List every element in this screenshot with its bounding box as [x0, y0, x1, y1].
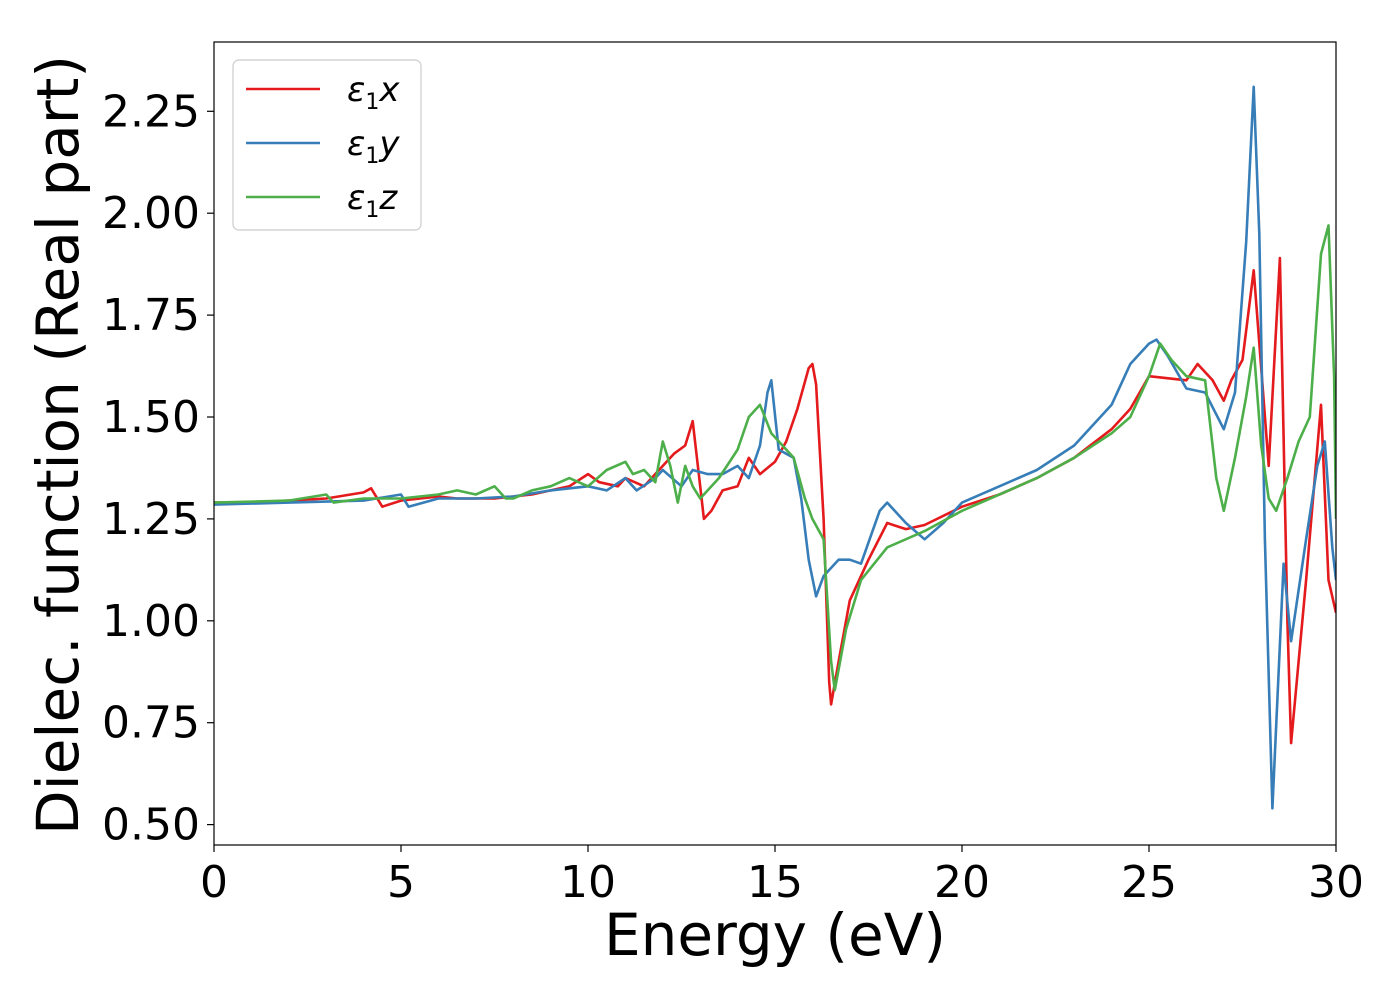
y-tick-label: 1.50 [102, 392, 200, 443]
legend: ε1x ε1y ε1z [232, 59, 422, 231]
x-tick-label: 5 [387, 857, 415, 908]
y-tick-label: 2.25 [102, 86, 200, 137]
y-tick-label: 0.75 [102, 698, 200, 749]
x-tick-label: 20 [934, 857, 990, 908]
axes-layer: 0 5 10 15 20 25 30 0.50 0.75 1.00 1.25 1.50 1.75 2.00… [102, 86, 1364, 908]
legend-label-z: ε1z [347, 178, 398, 223]
y-tick-label: 2.00 [102, 188, 200, 239]
x-tick-label: 10 [560, 857, 616, 908]
y-tick-label: 1.75 [102, 290, 200, 341]
x-tick-label: 15 [747, 857, 803, 908]
x-tick-label: 25 [1121, 857, 1177, 908]
y-tick-label: 1.25 [102, 494, 200, 545]
legend-label-x: ε1x [347, 70, 400, 115]
x-tick-label: 30 [1308, 857, 1364, 908]
x-tick-label: 0 [200, 857, 228, 908]
series-line-x [214, 256, 1336, 745]
legend-box [232, 59, 422, 231]
legend-label-y: ε1y [347, 124, 400, 169]
y-tick-label: 1.00 [102, 596, 200, 647]
series-layer [214, 85, 1336, 810]
series-line-z [214, 224, 1336, 692]
y-tick-label: 0.50 [102, 800, 200, 851]
x-axis-title: Energy (eV) [604, 901, 946, 969]
series-line-y [214, 85, 1336, 810]
y-axis-title: Dielec. function (Real part) [24, 55, 92, 835]
